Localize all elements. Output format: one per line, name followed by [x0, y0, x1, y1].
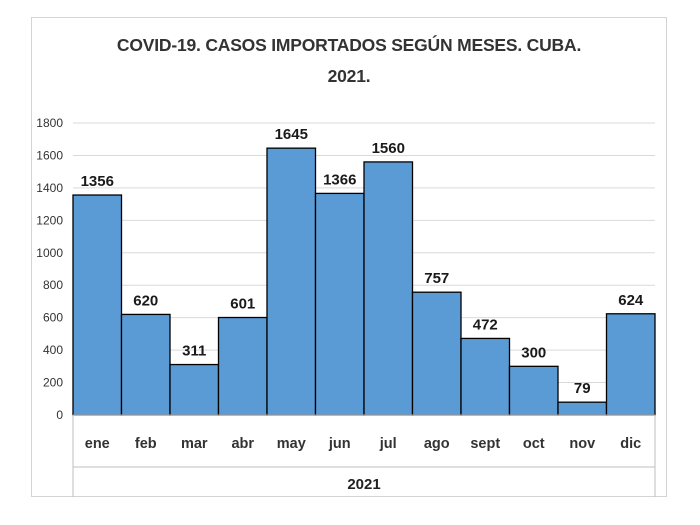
- data-label-feb: 620: [133, 292, 158, 309]
- data-label-mar: 311: [182, 343, 206, 360]
- bar-jul: [363, 161, 414, 416]
- y-axis-ticks: 0 200 400 600 800 1000 1200 1400 1600 1800: [36, 116, 63, 422]
- y-tick-label: 0: [56, 408, 63, 422]
- x-axis-label: 2021: [347, 476, 380, 493]
- x-tick-label-jun: jun: [328, 436, 351, 452]
- x-tick-label-sept: sept: [470, 436, 500, 452]
- y-tick-label: 1000: [36, 246, 63, 260]
- data-label-jul: 1560: [372, 140, 405, 157]
- data-label-ene: 1356: [81, 173, 114, 190]
- y-tick-label: 200: [43, 376, 63, 390]
- x-tick-label-ago: ago: [424, 436, 450, 452]
- x-tick-label-ene: ene: [85, 436, 110, 452]
- x-tick-label-may: may: [277, 436, 306, 452]
- bar-jun: [314, 192, 365, 416]
- x-tick-label-nov: nov: [569, 436, 595, 452]
- data-label-may: 1645: [275, 126, 308, 143]
- bar-sept: [460, 337, 511, 416]
- y-tick-label: 1400: [36, 181, 63, 195]
- bar-ago: [411, 291, 462, 416]
- x-tick-label-feb: feb: [135, 436, 157, 452]
- x-axis-group: [72, 415, 656, 497]
- y-tick-label: 1600: [36, 148, 63, 162]
- bar-dic: [605, 313, 656, 416]
- chart-title: COVID-19. CASOS IMPORTADOS SEGÚN MESES. …: [31, 30, 667, 92]
- bar-nov: [557, 401, 608, 416]
- bar-ene: [72, 194, 123, 416]
- category-labels: ene feb mar abr may jun jul ago sept oct nov dic: [85, 436, 641, 452]
- bar-abr: [217, 316, 268, 416]
- x-tick-label-mar: mar: [181, 436, 208, 452]
- bar-may: [266, 147, 317, 416]
- x-tick-label-jul: jul: [379, 436, 397, 452]
- data-label-abr: 601: [230, 296, 255, 313]
- x-tick-label-dic: dic: [620, 436, 641, 452]
- data-label-jun: 1366: [323, 171, 356, 188]
- y-tick-label: 1800: [36, 116, 63, 130]
- bar-oct: [508, 365, 559, 416]
- data-label-ago: 757: [424, 270, 449, 287]
- y-tick-label: 400: [43, 343, 63, 357]
- data-label-oct: 300: [521, 344, 546, 361]
- bars: [72, 147, 656, 416]
- data-label-dic: 624: [618, 292, 644, 309]
- x-tick-label-oct: oct: [523, 436, 545, 452]
- data-label-nov: 79: [574, 380, 591, 397]
- chart-title-line2: 2021.: [327, 66, 371, 86]
- data-labels: 1356 620 311 601 1645 1366 1560 757 472 300 79 624: [81, 126, 644, 397]
- data-label-sept: 472: [473, 316, 498, 333]
- y-tick-label: 600: [43, 311, 63, 325]
- y-tick-label: 800: [43, 278, 63, 292]
- y-tick-label: 1200: [36, 213, 63, 227]
- bar-feb: [120, 313, 171, 416]
- chart-title-line1: COVID-19. CASOS IMPORTADOS SEGÚN MESES. …: [116, 35, 582, 55]
- bar-mar: [169, 363, 220, 416]
- x-tick-label-abr: abr: [231, 436, 254, 452]
